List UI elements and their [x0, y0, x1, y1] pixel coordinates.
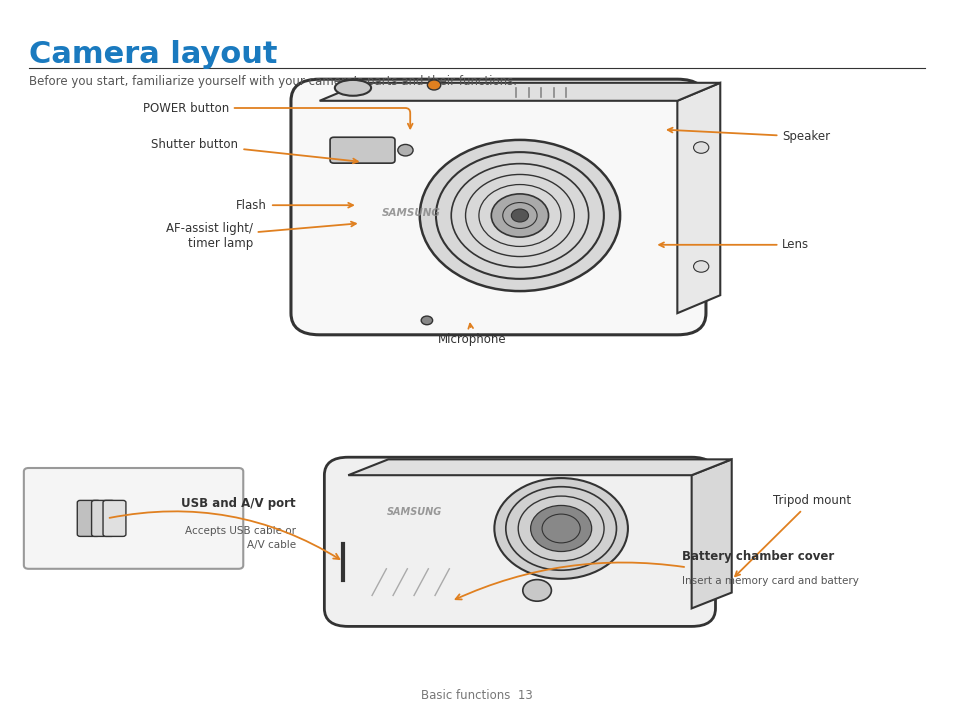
Polygon shape [691, 459, 731, 608]
Circle shape [436, 152, 603, 279]
Text: Tripod mount: Tripod mount [735, 494, 850, 576]
Polygon shape [677, 83, 720, 313]
Text: Accepts USB cable or
A/V cable: Accepts USB cable or A/V cable [185, 526, 295, 549]
Polygon shape [348, 459, 731, 475]
Circle shape [693, 261, 708, 272]
Circle shape [491, 194, 548, 237]
Circle shape [451, 163, 588, 267]
Text: SAMSUNG: SAMSUNG [386, 508, 441, 518]
Circle shape [517, 496, 603, 561]
Circle shape [494, 478, 627, 579]
FancyBboxPatch shape [291, 79, 705, 335]
Text: AF-assist light/
timer lamp: AF-assist light/ timer lamp [166, 222, 355, 250]
Circle shape [511, 209, 528, 222]
Text: Speaker: Speaker [667, 127, 829, 143]
FancyBboxPatch shape [24, 468, 243, 569]
Circle shape [397, 145, 413, 156]
Circle shape [541, 514, 579, 543]
Circle shape [421, 316, 432, 325]
Text: USB and A/V port: USB and A/V port [181, 497, 295, 510]
Text: Flash: Flash [236, 199, 353, 212]
Circle shape [419, 140, 619, 291]
Polygon shape [319, 83, 720, 101]
Text: Microphone: Microphone [437, 324, 506, 346]
Circle shape [427, 80, 440, 90]
FancyBboxPatch shape [330, 138, 395, 163]
FancyBboxPatch shape [324, 457, 715, 626]
Circle shape [502, 202, 537, 228]
Circle shape [465, 174, 574, 256]
FancyBboxPatch shape [77, 500, 100, 536]
Text: POWER button: POWER button [143, 102, 412, 128]
FancyBboxPatch shape [103, 500, 126, 536]
Text: Battery chamber cover: Battery chamber cover [681, 550, 834, 563]
Circle shape [530, 505, 591, 552]
Text: Before you start, familiarize yourself with your camera’s parts and their functi: Before you start, familiarize yourself w… [29, 75, 517, 88]
Text: Insert a memory card and battery: Insert a memory card and battery [681, 576, 858, 586]
Text: Lens: Lens [659, 238, 808, 251]
Circle shape [693, 142, 708, 153]
Text: Basic functions  13: Basic functions 13 [420, 689, 533, 702]
Circle shape [478, 184, 560, 246]
Text: Camera layout: Camera layout [29, 40, 276, 68]
Text: Shutter button: Shutter button [152, 138, 357, 163]
Circle shape [522, 580, 551, 601]
Ellipse shape [335, 80, 371, 96]
Circle shape [505, 487, 616, 570]
FancyBboxPatch shape [91, 500, 114, 536]
Text: SAMSUNG: SAMSUNG [381, 208, 440, 218]
